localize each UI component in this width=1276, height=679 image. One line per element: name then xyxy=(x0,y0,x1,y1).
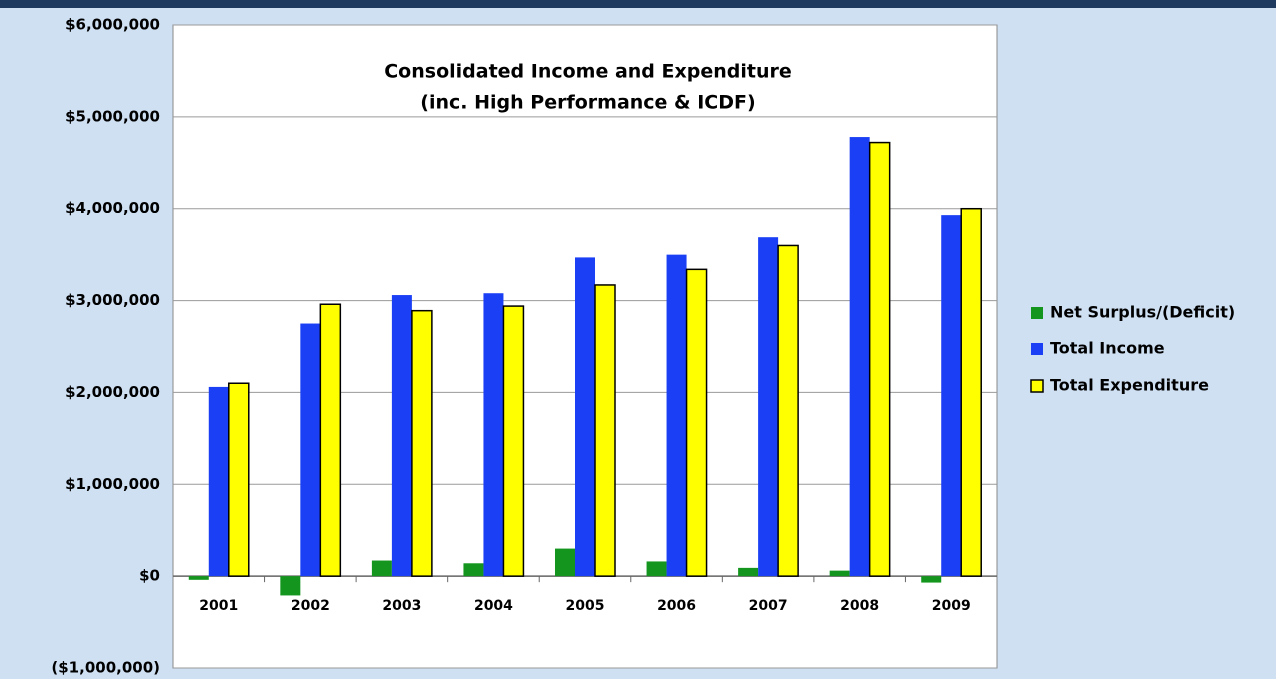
legend-swatch xyxy=(1031,307,1043,319)
bar xyxy=(300,323,321,577)
legend-label: Total Income xyxy=(1050,339,1165,358)
chart-subtitle: (inc. High Performance & ICDF) xyxy=(420,92,755,114)
bar xyxy=(463,563,484,577)
bar xyxy=(666,254,687,577)
bar xyxy=(575,257,595,577)
y-tick-label: $6,000,000 xyxy=(65,16,160,34)
legend-swatch xyxy=(1030,379,1044,393)
x-tick-label: 2007 xyxy=(749,598,788,614)
chart-title: Consolidated Income and Expenditure xyxy=(384,61,792,83)
x-tick-label: 2009 xyxy=(932,598,971,614)
bar xyxy=(371,560,392,577)
x-tick-label: 2003 xyxy=(382,598,421,614)
y-tick-label: ($1,000,000) xyxy=(51,659,160,677)
x-tick-label: 2005 xyxy=(566,598,605,614)
bar xyxy=(228,382,250,577)
x-tick-label: 2001 xyxy=(199,598,238,614)
bar xyxy=(758,237,779,577)
bar xyxy=(960,207,982,577)
x-tick-label: 2008 xyxy=(840,598,879,614)
x-tick-label: 2004 xyxy=(474,598,513,614)
bar xyxy=(391,295,412,577)
bar xyxy=(921,576,942,583)
y-tick-label: $2,000,000 xyxy=(65,383,160,401)
x-tick-label: 2002 xyxy=(291,598,330,614)
bar xyxy=(829,570,850,577)
bar xyxy=(849,137,870,577)
bar xyxy=(685,268,708,577)
y-tick-label: $0 xyxy=(139,567,160,585)
bar xyxy=(319,303,342,577)
y-tick-label: $1,000,000 xyxy=(65,475,160,493)
bar xyxy=(777,244,799,577)
bar xyxy=(483,293,504,577)
y-tick-label: $5,000,000 xyxy=(65,107,160,125)
bar xyxy=(868,141,891,577)
top-band xyxy=(0,0,1276,8)
bar xyxy=(208,386,229,577)
legend-swatch xyxy=(1031,343,1043,355)
x-tick-label: 2006 xyxy=(657,598,696,614)
bar xyxy=(188,576,209,580)
bar xyxy=(280,576,301,596)
bar xyxy=(411,309,433,577)
bar xyxy=(646,561,667,577)
y-tick-label: $4,000,000 xyxy=(65,199,160,217)
bar xyxy=(594,284,616,577)
bar xyxy=(738,567,759,577)
y-tick-label: $3,000,000 xyxy=(65,291,160,309)
legend-label: Net Surplus/(Deficit) xyxy=(1050,303,1235,322)
bar xyxy=(555,548,575,577)
bar xyxy=(502,305,525,577)
bar xyxy=(941,215,962,577)
legend-label: Total Expenditure xyxy=(1050,376,1209,395)
